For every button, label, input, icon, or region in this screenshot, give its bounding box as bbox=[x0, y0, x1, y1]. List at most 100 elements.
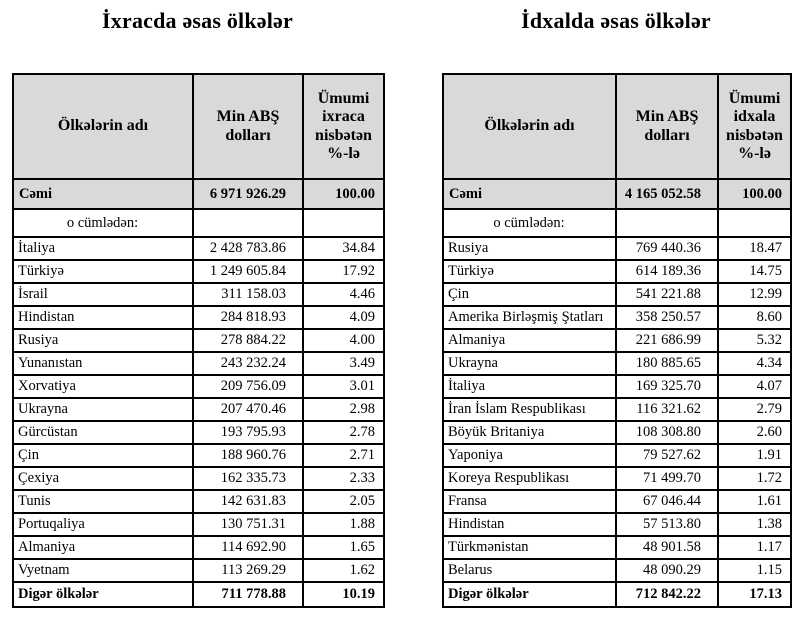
country-cell: Xorvatiya bbox=[12, 374, 194, 399]
total-label: Cəmi bbox=[12, 178, 194, 210]
value-cell: 71 499.70 bbox=[615, 466, 719, 491]
table-row: Vyetnam 113 269.29 1.62 bbox=[12, 558, 385, 583]
table-row: İtaliya 169 325.70 4.07 bbox=[442, 374, 792, 399]
percent-cell: 1.15 bbox=[717, 558, 792, 583]
percent-cell: 5.32 bbox=[717, 328, 792, 353]
percent-cell: 17.92 bbox=[302, 259, 385, 284]
table-row: Çin 188 960.76 2.71 bbox=[12, 443, 385, 468]
table-row: Belarus 48 090.29 1.15 bbox=[442, 558, 792, 583]
table-row: Fransa 67 046.44 1.61 bbox=[442, 489, 792, 514]
country-cell: Ukrayna bbox=[12, 397, 194, 422]
import-col-percent-header: Ümumi idxala nisbətən %-lə bbox=[717, 73, 792, 180]
country-cell: Hindistan bbox=[12, 305, 194, 330]
percent-cell: 1.88 bbox=[302, 512, 385, 537]
table-row: Yaponiya 79 527.62 1.91 bbox=[442, 443, 792, 468]
country-cell: Vyetnam bbox=[12, 558, 194, 583]
value-cell: 243 232.24 bbox=[192, 351, 304, 376]
subheading-empty-cell bbox=[717, 208, 792, 238]
export-section: İxracda əsas ölkələr Ölkələrin adı Min A… bbox=[12, 6, 385, 608]
percent-cell: 1.91 bbox=[717, 443, 792, 468]
export-table: Ölkələrin adı Min ABŞ dolları Ümumi ixra… bbox=[12, 73, 385, 608]
export-header-row: Ölkələrin adı Min ABŞ dolları Ümumi ixra… bbox=[12, 73, 385, 180]
value-cell: 541 221.88 bbox=[615, 282, 719, 307]
percent-cell: 1.62 bbox=[302, 558, 385, 583]
subheading-empty-cell bbox=[615, 208, 719, 238]
tables-container: İxracda əsas ölkələr Ölkələrin adı Min A… bbox=[12, 6, 792, 608]
value-cell: 113 269.29 bbox=[192, 558, 304, 583]
value-cell: 114 692.90 bbox=[192, 535, 304, 560]
country-cell: Portuqaliya bbox=[12, 512, 194, 537]
import-section: İdxalda əsas ölkələr Ölkələrin adı Min A… bbox=[442, 6, 792, 608]
country-cell: Türkmənistan bbox=[442, 535, 617, 560]
country-cell: İtaliya bbox=[12, 236, 194, 261]
percent-cell: 1.61 bbox=[717, 489, 792, 514]
subheading-label: o cümlədən: bbox=[442, 208, 617, 238]
value-cell: 193 795.93 bbox=[192, 420, 304, 445]
import-col-country-header: Ölkələrin adı bbox=[442, 73, 617, 180]
country-cell: Almaniya bbox=[12, 535, 194, 560]
table-row: Rusiya 769 440.36 18.47 bbox=[442, 236, 792, 261]
value-cell: 207 470.46 bbox=[192, 397, 304, 422]
percent-cell: 2.79 bbox=[717, 397, 792, 422]
import-table: Ölkələrin adı Min ABŞ dolları Ümumi idxa… bbox=[442, 73, 792, 608]
country-cell: İran İslam Respublikası bbox=[442, 397, 617, 422]
value-cell: 116 321.62 bbox=[615, 397, 719, 422]
footer-value: 711 778.88 bbox=[192, 581, 304, 608]
import-title: İdxalda əsas ölkələr bbox=[521, 8, 711, 33]
total-value: 6 971 926.29 bbox=[192, 178, 304, 210]
export-subheading-row: o cümlədən: bbox=[12, 208, 385, 238]
subheading-label: o cümlədən: bbox=[12, 208, 194, 238]
import-footer-row: Digər ölkələr 712 842.22 17.13 bbox=[442, 581, 792, 608]
footer-value: 712 842.22 bbox=[615, 581, 719, 608]
table-row: Yunanıstan 243 232.24 3.49 bbox=[12, 351, 385, 376]
percent-cell: 2.71 bbox=[302, 443, 385, 468]
table-row: Türkiyə 614 189.36 14.75 bbox=[442, 259, 792, 284]
value-cell: 162 335.73 bbox=[192, 466, 304, 491]
percent-cell: 12.99 bbox=[717, 282, 792, 307]
percent-cell: 4.34 bbox=[717, 351, 792, 376]
import-header-row: Ölkələrin adı Min ABŞ dolları Ümumi idxa… bbox=[442, 73, 792, 180]
percent-cell: 3.01 bbox=[302, 374, 385, 399]
percent-cell: 1.38 bbox=[717, 512, 792, 537]
value-cell: 2 428 783.86 bbox=[192, 236, 304, 261]
table-row: Türkiyə 1 249 605.84 17.92 bbox=[12, 259, 385, 284]
table-row: Portuqaliya 130 751.31 1.88 bbox=[12, 512, 385, 537]
subheading-empty-cell bbox=[192, 208, 304, 238]
value-cell: 614 189.36 bbox=[615, 259, 719, 284]
value-cell: 284 818.93 bbox=[192, 305, 304, 330]
country-cell: İsrail bbox=[12, 282, 194, 307]
table-row: İtaliya 2 428 783.86 34.84 bbox=[12, 236, 385, 261]
value-cell: 221 686.99 bbox=[615, 328, 719, 353]
country-cell: Rusiya bbox=[12, 328, 194, 353]
table-row: İsrail 311 158.03 4.46 bbox=[12, 282, 385, 307]
table-row: Almaniya 114 692.90 1.65 bbox=[12, 535, 385, 560]
value-cell: 48 090.29 bbox=[615, 558, 719, 583]
value-cell: 57 513.80 bbox=[615, 512, 719, 537]
export-footer-row: Digər ölkələr 711 778.88 10.19 bbox=[12, 581, 385, 608]
percent-cell: 2.78 bbox=[302, 420, 385, 445]
total-value: 4 165 052.58 bbox=[615, 178, 719, 210]
value-cell: 169 325.70 bbox=[615, 374, 719, 399]
value-cell: 209 756.09 bbox=[192, 374, 304, 399]
country-cell: Belarus bbox=[442, 558, 617, 583]
percent-cell: 2.33 bbox=[302, 466, 385, 491]
value-cell: 130 751.31 bbox=[192, 512, 304, 537]
total-percent: 100.00 bbox=[302, 178, 385, 210]
total-percent: 100.00 bbox=[717, 178, 792, 210]
percent-cell: 1.17 bbox=[717, 535, 792, 560]
value-cell: 769 440.36 bbox=[615, 236, 719, 261]
percent-cell: 1.72 bbox=[717, 466, 792, 491]
value-cell: 358 250.57 bbox=[615, 305, 719, 330]
percent-cell: 3.49 bbox=[302, 351, 385, 376]
percent-cell: 4.00 bbox=[302, 328, 385, 353]
country-cell: Tunis bbox=[12, 489, 194, 514]
table-row: Almaniya 221 686.99 5.32 bbox=[442, 328, 792, 353]
table-row: İran İslam Respublikası 116 321.62 2.79 bbox=[442, 397, 792, 422]
percent-cell: 1.65 bbox=[302, 535, 385, 560]
value-cell: 1 249 605.84 bbox=[192, 259, 304, 284]
country-cell: Fransa bbox=[442, 489, 617, 514]
table-row: Hindistan 57 513.80 1.38 bbox=[442, 512, 792, 537]
country-cell: Almaniya bbox=[442, 328, 617, 353]
export-title: İxracda əsas ölkələr bbox=[102, 8, 293, 33]
footer-label: Digər ölkələr bbox=[12, 581, 194, 608]
